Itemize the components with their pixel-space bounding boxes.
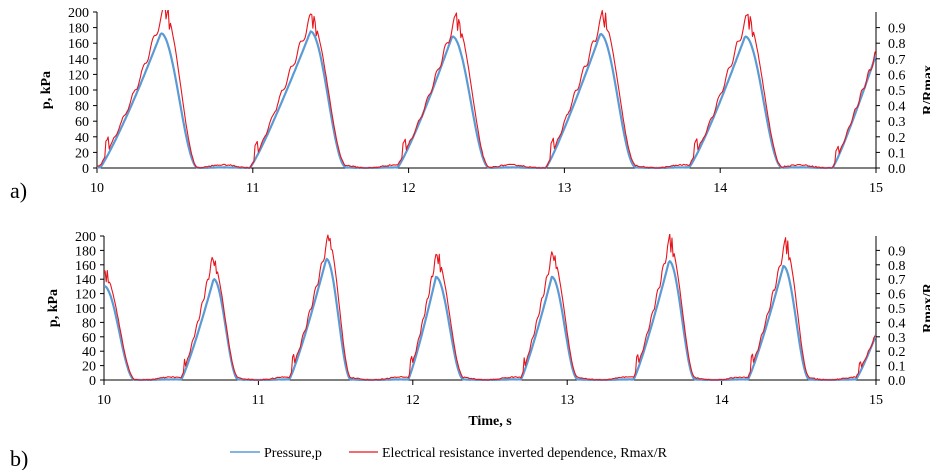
y-tick-left-label: 40 [82,345,96,360]
x-axis-title: Time, s [468,414,512,429]
y-tick-right-label: 0.3 [888,331,906,346]
panel-label: b) [10,446,28,470]
y-tick-left-label: 80 [82,316,96,331]
x-tick-label: 10 [90,181,104,196]
y-axis-title-left: p, kPa [39,71,54,109]
y-tick-right-label: 0.8 [888,37,906,52]
series-line-resistance [97,10,876,169]
legend-label-pressure: Pressure,p [264,446,322,461]
y-tick-left-label: 20 [82,360,96,375]
y-tick-left-label: 160 [75,259,96,274]
y-tick-right-label: 0.0 [888,374,906,389]
y-tick-right-label: 0.6 [888,288,906,303]
series-line-resistance [104,234,876,381]
y-tick-left-label: 60 [75,115,89,130]
y-axis-title-left: p, kPa [46,289,61,327]
y-tick-left-label: 100 [75,302,96,317]
chart-panel-b: 0204060801001201401601802000.00.10.20.30… [10,230,930,470]
y-tick-left-label: 40 [75,131,89,146]
y-tick-left-label: 120 [75,288,96,303]
chart-legend: Pressure,p Electrical resistance inverte… [230,446,668,461]
y-tick-right-label: 0.6 [888,68,906,83]
y-tick-right-label: 0.3 [888,115,906,130]
y-tick-right-label: 0.7 [888,53,906,68]
y-tick-left-label: 140 [75,273,96,288]
x-tick-label: 14 [713,181,727,196]
plot-area [97,10,876,169]
y-tick-left-label: 0 [82,162,89,177]
y-tick-right-label: 0.0 [888,162,906,177]
y-tick-right-label: 0.7 [888,273,906,288]
y-tick-left-label: 200 [75,230,96,245]
x-tick-label: 13 [557,181,571,196]
y-tick-left-label: 0 [89,374,96,389]
y-axis-title-right: Rmax/R [921,282,930,333]
y-tick-left-label: 180 [68,22,89,37]
x-tick-label: 12 [402,181,416,196]
series-line-pressure [104,257,876,381]
y-tick-left-label: 120 [68,68,89,83]
y-tick-right-label: 0.5 [888,302,906,317]
y-tick-right-label: 0.2 [888,345,906,360]
x-tick-label: 14 [715,393,729,408]
x-tick-label: 15 [869,393,883,408]
x-tick-label: 11 [246,181,259,196]
x-tick-label: 15 [869,181,883,196]
y-tick-left-label: 160 [68,37,89,52]
y-tick-left-label: 180 [75,244,96,259]
x-tick-label: 13 [560,393,574,408]
y-tick-right-label: 0.9 [888,22,906,37]
y-tick-left-label: 100 [68,84,89,99]
y-tick-right-label: 0.1 [888,146,906,161]
y-tick-right-label: 0.8 [888,259,906,274]
y-tick-right-label: 0.1 [888,360,906,375]
y-tick-right-label: 0.5 [888,84,906,99]
series-line-pressure [97,30,876,169]
y-tick-left-label: 20 [75,146,89,161]
panel-label: a) [10,178,27,203]
y-tick-left-label: 200 [68,6,89,21]
x-tick-label: 11 [252,393,265,408]
legend-label-resistance: Electrical resistance inverted dependenc… [382,446,668,461]
plot-area [104,234,876,381]
x-tick-label: 12 [406,393,420,408]
y-tick-left-label: 60 [82,331,96,346]
y-tick-left-label: 140 [68,53,89,68]
y-tick-right-label: 0.4 [888,316,906,331]
y-tick-left-label: 80 [75,100,89,115]
y-tick-right-label: 0.4 [888,100,906,115]
chart-panel-a: 0204060801001201401601802000.00.10.20.30… [10,6,930,203]
y-tick-right-label: 0.2 [888,131,906,146]
y-axis-title-right: R/Rmax [921,65,930,115]
x-tick-label: 10 [97,393,111,408]
y-tick-right-label: 0.9 [888,244,906,259]
